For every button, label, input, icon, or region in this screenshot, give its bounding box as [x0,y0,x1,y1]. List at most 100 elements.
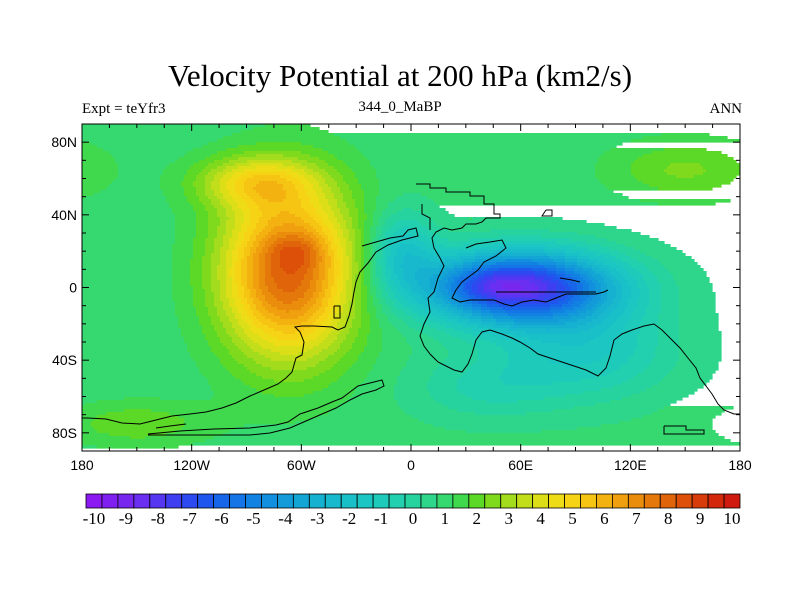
field-cell [331,244,338,248]
field-cell [640,391,695,395]
field-cell [418,301,431,305]
field-cell [556,274,566,278]
field-cell [343,235,350,239]
field-cell [346,220,353,224]
field-cell [235,181,245,185]
field-cell [382,292,389,296]
field-cell [343,265,350,269]
field-cell [442,226,617,230]
colorbar-box [420,493,438,509]
field-cell [556,271,566,275]
field-cell [175,241,194,245]
field-cell [457,286,464,290]
field-cell [304,292,314,296]
field-cell [355,337,368,341]
field-cell [337,235,344,239]
field-cell [394,268,404,272]
field-cell [247,172,287,176]
field-cell [394,199,434,203]
field-cell [355,202,365,206]
field-cell [547,286,557,290]
field-cell [472,307,482,311]
field-cell [349,307,356,311]
field-cell [391,271,395,275]
field-cell [82,361,197,365]
field-cell [442,298,449,302]
field-cell [82,376,206,380]
field-cell [334,196,344,200]
field-cell [355,250,362,254]
field-cell [301,205,314,209]
field-cell [421,211,449,215]
field-cell [313,247,320,251]
field-cell [436,301,446,305]
field-cell [361,352,380,356]
field-cell [370,292,377,296]
field-cell [316,289,323,293]
field-cell [355,277,362,281]
field-cell [337,253,344,257]
field-cell [574,268,584,272]
field-cell [274,328,305,332]
field-cell [211,280,221,284]
field-cell [634,310,647,314]
field-cell [382,268,386,272]
field-cell [334,259,341,263]
field-cell [535,274,548,278]
field-cell [316,259,323,263]
field-cell [307,301,317,305]
field-cell [403,310,413,314]
field-cell [358,328,371,332]
field-cell [223,304,230,308]
field-cell [355,316,362,320]
field-cell [316,265,320,269]
field-cell [277,307,302,311]
field-cell [322,259,326,263]
field-cell [280,211,290,215]
field-cell [271,265,281,269]
field-cell [394,394,431,398]
field-cell [676,361,719,365]
field-cell [379,277,383,281]
field-cell [172,262,191,266]
field-cell [586,304,596,308]
field-cell [277,322,302,326]
field-cell [229,430,467,434]
field-cell [325,181,338,185]
field-cell [82,373,203,377]
field-cell [343,178,359,182]
field-cell [178,157,206,161]
colorbar-label: -8 [151,509,165,528]
field-cell [265,331,284,335]
field-cell [487,259,506,263]
field-cell [508,355,542,359]
field-cell [262,337,278,341]
field-cell [652,256,692,260]
field-cell [355,388,395,392]
field-cell [181,184,194,188]
field-cell [394,265,401,269]
field-cell [361,184,380,188]
field-cell [391,289,398,293]
field-cell [451,295,458,299]
field-cell [382,349,413,353]
field-cell [343,328,350,332]
field-cell [199,367,227,371]
field-cell [193,295,206,299]
field-cell [277,166,296,170]
field-cell [385,265,389,269]
field-cell [232,205,239,209]
field-cell [196,190,206,194]
field-cell [220,298,230,302]
field-cell [226,292,233,296]
field-cell [319,223,326,227]
field-cell [313,346,329,350]
field-cell [631,286,638,290]
field-cell [406,361,443,365]
field-cell [271,235,287,239]
field-cell [613,310,626,314]
field-cell [406,289,413,293]
field-cell [637,280,647,284]
field-cell [193,250,206,254]
field-cell [184,340,209,344]
